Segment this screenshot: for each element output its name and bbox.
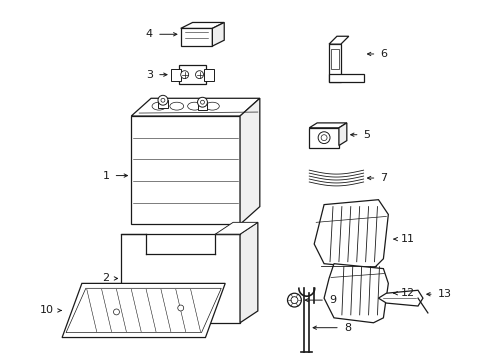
Circle shape [321,135,326,141]
Polygon shape [328,36,348,44]
Text: 4: 4 [145,29,153,39]
Text: 9: 9 [328,295,335,305]
Polygon shape [240,98,259,224]
Bar [131,116,240,224]
Polygon shape [62,283,225,338]
Bar [158,100,167,108]
Bar [308,128,338,148]
Circle shape [287,293,301,307]
Polygon shape [131,98,259,116]
Text: 11: 11 [400,234,414,244]
Ellipse shape [152,102,165,110]
Text: 5: 5 [363,130,370,140]
Circle shape [113,309,119,315]
Circle shape [178,305,183,311]
Ellipse shape [169,102,183,110]
Circle shape [290,297,297,303]
Text: 3: 3 [146,69,153,80]
Polygon shape [378,290,422,306]
Ellipse shape [187,102,201,110]
Bar [170,69,181,81]
Polygon shape [215,222,257,234]
Polygon shape [314,200,387,269]
Text: 8: 8 [343,323,350,333]
Polygon shape [240,222,257,323]
Circle shape [161,98,164,102]
Polygon shape [328,74,363,82]
Bar [179,65,206,85]
Text: 10: 10 [40,305,54,315]
Ellipse shape [205,102,219,110]
Polygon shape [181,22,224,28]
Bar [197,102,207,110]
Polygon shape [212,22,224,46]
Circle shape [197,97,207,107]
Text: 7: 7 [380,173,387,183]
Text: 1: 1 [102,171,109,181]
Polygon shape [324,264,387,323]
Polygon shape [328,44,340,82]
Circle shape [158,95,167,105]
Circle shape [318,132,329,144]
Bar [121,234,240,323]
Text: 13: 13 [437,289,451,299]
Circle shape [195,71,203,78]
Polygon shape [308,123,346,128]
Circle shape [181,71,188,78]
Text: 2: 2 [102,274,109,283]
Polygon shape [66,288,221,333]
Bar [330,49,338,69]
Polygon shape [338,123,346,145]
Circle shape [200,100,204,104]
Text: 12: 12 [400,288,414,298]
Bar [204,69,214,81]
Text: 6: 6 [380,49,386,59]
Bar [181,28,212,46]
